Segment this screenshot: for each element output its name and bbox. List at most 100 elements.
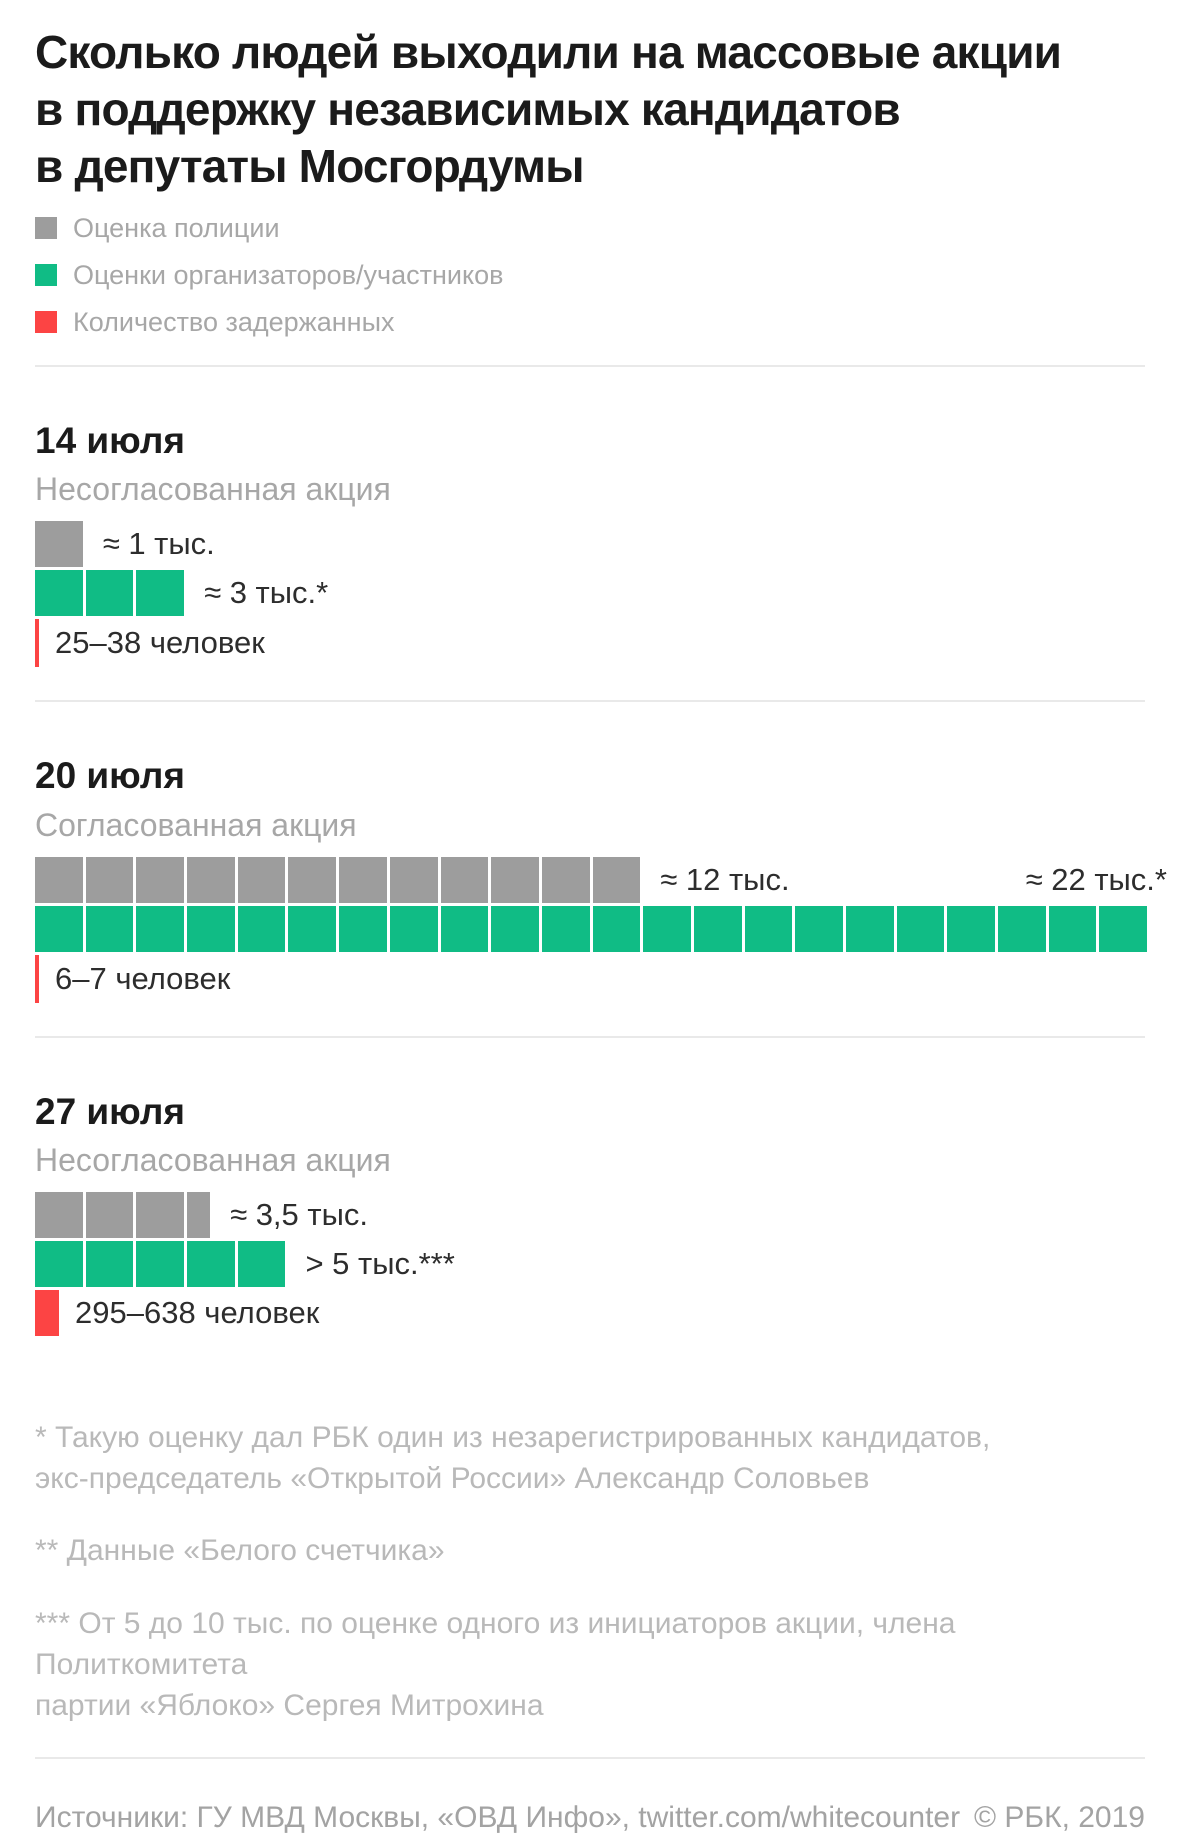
event-date: 27 июля bbox=[35, 1090, 185, 1132]
sources-text: Источники: ГУ МВД Москвы, «ОВД Инфо», tw… bbox=[35, 1800, 961, 1834]
organizers-unit-square bbox=[237, 1241, 286, 1288]
detained-count-label: 295–638 человек bbox=[75, 1295, 320, 1331]
organizers-unit-square bbox=[136, 570, 185, 617]
organizers-unit-square bbox=[592, 905, 641, 952]
organizers-estimate-label: > 5 тыс.*** bbox=[305, 1246, 455, 1282]
organizers-unit-square bbox=[85, 1241, 134, 1288]
organizers-bar bbox=[35, 1241, 286, 1288]
organizers-unit-square bbox=[35, 1241, 83, 1288]
section-divider bbox=[35, 1035, 1145, 1038]
detained-mark bbox=[35, 954, 39, 1003]
police-unit-square bbox=[85, 856, 134, 903]
organizers-bar bbox=[35, 905, 1148, 952]
detained-count-label: 6–7 человек bbox=[55, 960, 231, 996]
section-divider bbox=[35, 700, 1145, 703]
organizers-unit-square bbox=[693, 905, 742, 952]
detained-mark bbox=[35, 1290, 59, 1337]
footnote: ** Данные «Белого счетчика» bbox=[35, 1534, 445, 1568]
detained-row: 295–638 человек bbox=[35, 1290, 1145, 1337]
copyright-text: © РБК, 2019 bbox=[973, 1800, 1145, 1834]
event-bars: ≈ 3,5 тыс. > 5 тыс.*** 295–638 человек bbox=[35, 1192, 1145, 1369]
police-estimate-label: ≈ 1 тыс. bbox=[102, 526, 215, 562]
police-estimate-label: ≈ 3,5 тыс. bbox=[230, 1197, 368, 1233]
organizers-bar-row: > 5 тыс.*** bbox=[35, 1241, 1145, 1288]
detained-count-label: 25–38 человек bbox=[55, 625, 265, 661]
event-sections: 14 июля Несогласованная акция ≈ 1 тыс. ≈… bbox=[35, 419, 1167, 1369]
organizers-unit-square bbox=[998, 905, 1046, 952]
event-section: 27 июля Несогласованная акция ≈ 3,5 тыс.… bbox=[35, 1090, 1145, 1369]
legend-divider bbox=[35, 365, 1145, 368]
police-unit-square bbox=[389, 856, 438, 903]
legend-label-police: Оценка полиции bbox=[73, 212, 280, 243]
chart-title: Сколько людей выходили на массовые акции… bbox=[35, 26, 1062, 193]
police-bar bbox=[35, 521, 83, 568]
organizers-unit-square bbox=[491, 905, 539, 952]
detained-mark bbox=[35, 619, 39, 668]
legend-item-police: Оценка полиции bbox=[35, 213, 1145, 243]
event-status: Несогласованная акция bbox=[35, 1142, 391, 1179]
legend: Оценка полиции Оценки организаторов/учас… bbox=[35, 213, 1145, 337]
event-date: 14 июля bbox=[35, 420, 185, 462]
police-unit-square bbox=[440, 856, 489, 903]
organizers-unit-square bbox=[846, 905, 894, 952]
organizers-unit-square bbox=[896, 905, 945, 952]
police-bar-row: ≈ 3,5 тыс. bbox=[35, 1192, 1145, 1239]
organizers-unit-square bbox=[1048, 905, 1097, 952]
organizers-unit-square bbox=[85, 905, 134, 952]
police-half-unit-square bbox=[187, 1192, 211, 1239]
organizers-unit-square bbox=[541, 905, 590, 952]
organizers-unit-square bbox=[1099, 905, 1148, 952]
police-bar-row: ≈ 1 тыс. bbox=[35, 521, 1145, 568]
event-status: Несогласованная акция bbox=[35, 471, 391, 508]
detained-row: 6–7 человек bbox=[35, 954, 1145, 1003]
legend-label-detained: Количество задержанных bbox=[73, 306, 395, 337]
organizers-bar bbox=[35, 570, 185, 617]
organizers-unit-square bbox=[339, 905, 387, 952]
police-unit-square bbox=[491, 856, 539, 903]
footer-divider bbox=[35, 1756, 1145, 1759]
police-unit-square bbox=[288, 856, 337, 903]
organizers-unit-square bbox=[237, 905, 286, 952]
organizers-unit-square bbox=[795, 905, 843, 952]
legend-item-detained: Количество задержанных bbox=[35, 307, 1145, 337]
footnote: *** От 5 до 10 тыс. по оценке одного из … bbox=[35, 1606, 956, 1722]
police-unit-square bbox=[85, 1192, 134, 1239]
event-date: 20 июля bbox=[35, 755, 185, 797]
police-swatch-icon bbox=[35, 217, 57, 240]
police-unit-square bbox=[136, 856, 185, 903]
police-unit-square bbox=[237, 856, 286, 903]
organizers-unit-square bbox=[187, 1241, 235, 1288]
organizers-unit-square bbox=[85, 570, 134, 617]
event-section: 14 июля Несогласованная акция ≈ 1 тыс. ≈… bbox=[35, 419, 1145, 703]
organizers-unit-square bbox=[35, 570, 83, 617]
legend-label-organizers: Оценки организаторов/участников bbox=[73, 259, 504, 290]
police-unit-square bbox=[187, 856, 235, 903]
police-estimate-label: ≈ 12 тыс. bbox=[660, 861, 790, 897]
detained-row: 25–38 человек bbox=[35, 619, 1145, 668]
organizers-bar-row: ≈ 3 тыс.* bbox=[35, 570, 1145, 617]
organizers-swatch-icon bbox=[35, 264, 57, 287]
police-unit-square bbox=[35, 521, 83, 568]
police-unit-square bbox=[592, 856, 641, 903]
organizers-estimate-label-right: ≈ 22 тыс.* bbox=[1025, 861, 1167, 897]
legend-item-organizers: Оценки организаторов/участников bbox=[35, 260, 1145, 290]
organizers-unit-square bbox=[136, 905, 185, 952]
organizers-unit-square bbox=[389, 905, 438, 952]
police-unit-square bbox=[541, 856, 590, 903]
police-bar bbox=[35, 1192, 211, 1239]
police-unit-square bbox=[339, 856, 387, 903]
organizers-bar-row bbox=[35, 905, 1148, 952]
organizers-unit-square bbox=[643, 905, 691, 952]
police-unit-square bbox=[136, 1192, 185, 1239]
organizers-unit-square bbox=[35, 905, 83, 952]
police-bar-row: ≈ 12 тыс. ≈ 22 тыс.* bbox=[35, 856, 1167, 903]
event-bars: ≈ 1 тыс. ≈ 3 тыс.* 25–38 человек bbox=[35, 521, 1145, 700]
event-status: Согласованная акция bbox=[35, 806, 357, 843]
organizers-unit-square bbox=[440, 905, 489, 952]
organizers-unit-square bbox=[136, 1241, 185, 1288]
organizers-unit-square bbox=[744, 905, 793, 952]
police-bar bbox=[35, 856, 641, 903]
police-unit-square bbox=[35, 1192, 83, 1239]
organizers-unit-square bbox=[288, 905, 337, 952]
police-unit-square bbox=[35, 856, 83, 903]
